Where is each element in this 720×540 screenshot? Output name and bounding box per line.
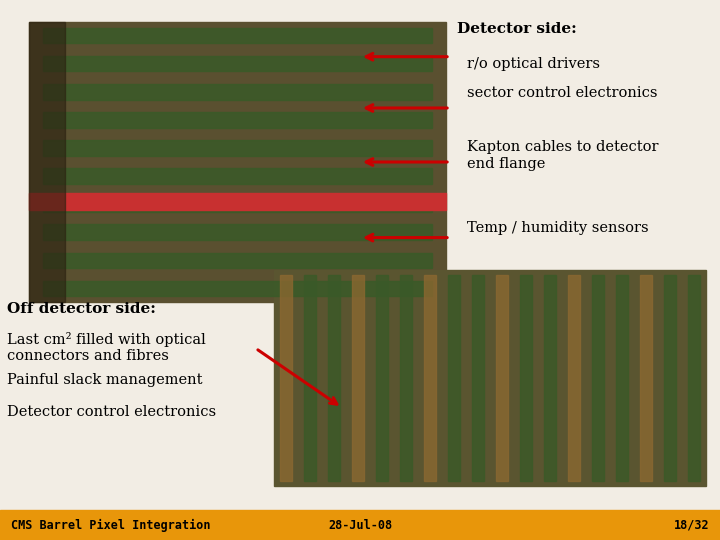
Text: Kapton cables to detector
end flange: Kapton cables to detector end flange [467, 140, 658, 171]
Bar [688, 275, 700, 481]
Bar [43, 281, 432, 296]
Bar [43, 140, 432, 156]
Bar [351, 275, 364, 481]
Bar [400, 275, 412, 481]
Bar [43, 253, 432, 268]
Text: Temp / humidity sensors: Temp / humidity sensors [467, 221, 648, 235]
Text: Off detector side:: Off detector side: [7, 302, 156, 316]
Bar [423, 275, 436, 481]
Bar [567, 275, 580, 481]
Text: Last cm² filled with optical
connectors and fibres: Last cm² filled with optical connectors … [7, 332, 206, 363]
Bar [495, 275, 508, 481]
Bar [43, 197, 432, 212]
Bar [43, 168, 432, 184]
Bar [43, 112, 432, 127]
Bar [544, 275, 556, 481]
Bar [520, 275, 531, 481]
Bar [616, 275, 628, 481]
Text: sector control electronics: sector control electronics [467, 86, 657, 100]
Text: Detector control electronics: Detector control electronics [7, 405, 216, 419]
Bar [304, 275, 315, 481]
Bar [29, 193, 446, 210]
Bar [29, 22, 65, 302]
Bar [376, 275, 387, 481]
Bar [43, 84, 432, 99]
Bar [0, 510, 720, 540]
Bar [43, 56, 432, 71]
Bar [448, 275, 459, 481]
Bar [592, 275, 603, 481]
Text: Detector side:: Detector side: [457, 22, 577, 36]
Bar [639, 275, 652, 481]
Bar [43, 28, 432, 43]
Text: CMS Barrel Pixel Integration: CMS Barrel Pixel Integration [11, 518, 210, 532]
Bar [43, 225, 432, 240]
Bar [29, 22, 446, 302]
Bar [279, 275, 292, 481]
Text: r/o optical drivers: r/o optical drivers [467, 57, 600, 71]
Bar [274, 270, 706, 486]
Bar [664, 275, 675, 481]
Text: Painful slack management: Painful slack management [7, 373, 203, 387]
Bar [472, 275, 484, 481]
Text: 28-Jul-08: 28-Jul-08 [328, 518, 392, 532]
Bar [328, 275, 340, 481]
Text: 18/32: 18/32 [674, 518, 709, 532]
